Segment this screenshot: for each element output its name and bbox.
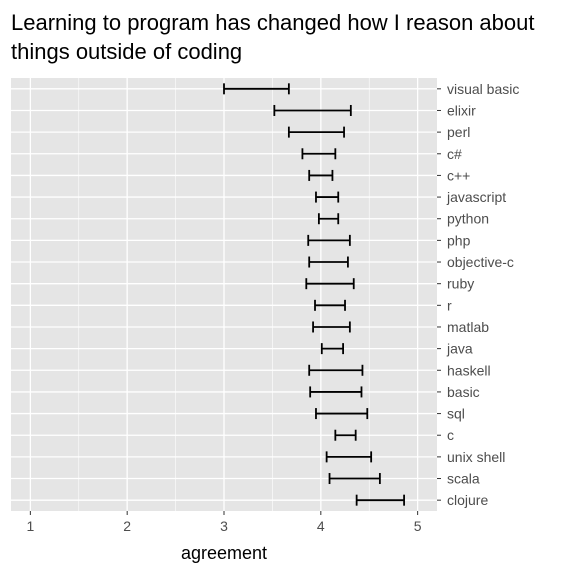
y-tick-label: perl — [447, 124, 470, 140]
x-axis-title: agreement — [181, 543, 267, 563]
y-tick-label: sql — [447, 406, 465, 422]
errorbar-elixir — [273, 104, 352, 116]
errorbar-c- — [301, 148, 337, 160]
y-tick-label: scala — [447, 471, 480, 487]
y-tick-label: javascript — [446, 189, 506, 205]
errorbar-matlab — [312, 321, 351, 333]
y-axis: visual basic elixir perl c# c++ javascript pyt… — [437, 81, 519, 508]
errorbar-r — [314, 299, 346, 311]
y-tick-label: c++ — [447, 167, 470, 183]
y-tick-label: c — [447, 427, 454, 443]
y-tick-label: visual basic — [447, 81, 519, 97]
y-tick-label: php — [447, 232, 471, 248]
y-tick-label: clojure — [447, 492, 488, 508]
x-tick-label: 2 — [123, 518, 131, 534]
errorbar-basic — [309, 386, 363, 398]
error-bars — [223, 83, 405, 506]
x-tick-label: 3 — [220, 518, 228, 534]
x-axis: 1 2 3 4 5 — [26, 511, 422, 534]
errorbar-python — [317, 213, 340, 225]
x-tick-label: 4 — [317, 518, 325, 534]
errorbar-objective-c — [308, 256, 349, 268]
x-tick-label: 5 — [414, 518, 422, 534]
y-tick-label: r — [447, 297, 452, 313]
y-tick-label: objective-c — [447, 254, 514, 270]
errorbar-visual-basic — [223, 83, 290, 95]
y-tick-label: unix shell — [447, 449, 505, 465]
y-tick-label: ruby — [447, 276, 474, 292]
errorbar-javascript — [315, 191, 340, 203]
errorbar-unix-shell — [325, 451, 373, 463]
y-tick-label: matlab — [447, 319, 489, 335]
errorbar-php — [307, 234, 351, 246]
y-tick-label: c# — [447, 146, 462, 162]
chart-title: Learning to program has changed how I re… — [11, 10, 535, 64]
y-tick-label: java — [446, 341, 473, 357]
y-tick-label: elixir — [447, 102, 476, 118]
errorbar-java — [320, 343, 344, 355]
y-tick-label: basic — [447, 384, 480, 400]
errorbar-c — [334, 429, 357, 441]
y-tick-label: haskell — [447, 362, 491, 378]
errorbar-clojure — [355, 494, 405, 506]
errorbar-perl — [287, 126, 345, 138]
y-tick-label: python — [447, 211, 489, 227]
errorbar-haskell — [308, 364, 364, 376]
errorbar-c- — [308, 169, 334, 181]
errorbar-ruby — [305, 278, 355, 290]
errorbar-sql — [315, 408, 369, 420]
errorbar-scala — [328, 473, 381, 485]
x-tick-label: 1 — [26, 518, 34, 534]
